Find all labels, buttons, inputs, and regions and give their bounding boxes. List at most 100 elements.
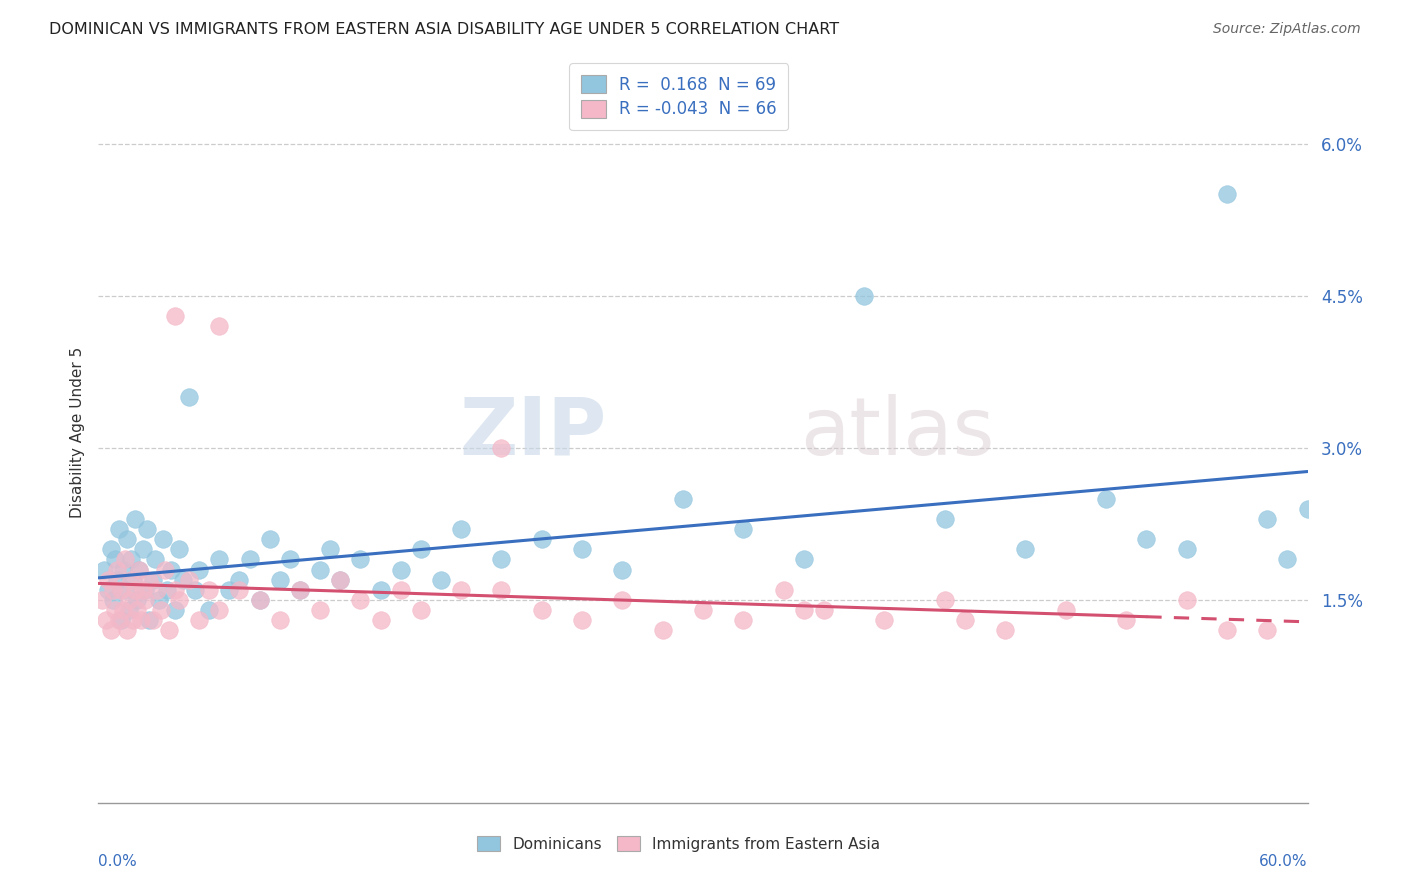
Point <box>692 603 714 617</box>
Point <box>450 582 472 597</box>
Point <box>1256 624 1278 638</box>
Point <box>132 542 155 557</box>
Point <box>571 613 593 627</box>
Point <box>793 552 815 566</box>
Point <box>733 522 755 536</box>
Point <box>153 562 176 576</box>
Point <box>142 613 165 627</box>
Point <box>129 613 152 627</box>
Point <box>105 562 128 576</box>
Point <box>125 603 148 617</box>
Point <box>530 603 553 617</box>
Point <box>100 542 122 557</box>
Point <box>208 552 231 566</box>
Point <box>1054 603 1077 617</box>
Point <box>97 582 120 597</box>
Point <box>103 603 125 617</box>
Point <box>118 603 141 617</box>
Point <box>115 624 138 638</box>
Point <box>198 582 221 597</box>
Point <box>128 562 150 576</box>
Point <box>163 582 186 597</box>
Text: 60.0%: 60.0% <box>1260 854 1308 869</box>
Point <box>110 582 132 597</box>
Point <box>288 582 311 597</box>
Point <box>1277 552 1299 566</box>
Point <box>259 532 281 546</box>
Point <box>934 593 956 607</box>
Point <box>239 552 262 566</box>
Point <box>228 573 250 587</box>
Point <box>156 582 179 597</box>
Point <box>793 603 815 617</box>
Point <box>107 613 129 627</box>
Point <box>103 552 125 566</box>
Point <box>167 593 190 607</box>
Point <box>1216 187 1239 202</box>
Point <box>114 582 136 597</box>
Point <box>1296 501 1319 516</box>
Point <box>128 562 150 576</box>
Point <box>571 542 593 557</box>
Point <box>309 603 332 617</box>
Point <box>329 573 352 587</box>
Point <box>198 603 221 617</box>
Point <box>179 573 201 587</box>
Point <box>1256 512 1278 526</box>
Point <box>349 552 371 566</box>
Point <box>934 512 956 526</box>
Point <box>389 562 412 576</box>
Point <box>120 573 142 587</box>
Point <box>249 593 271 607</box>
Point <box>134 582 156 597</box>
Point <box>110 613 132 627</box>
Point <box>163 603 186 617</box>
Point <box>149 603 172 617</box>
Point <box>612 562 634 576</box>
Point <box>1135 532 1157 546</box>
Point <box>370 613 392 627</box>
Point <box>146 582 169 597</box>
Point <box>134 593 156 607</box>
Point <box>160 562 183 576</box>
Point <box>309 562 332 576</box>
Point <box>1175 542 1198 557</box>
Point <box>409 603 432 617</box>
Point <box>733 613 755 627</box>
Point <box>105 573 128 587</box>
Point <box>612 593 634 607</box>
Point <box>188 613 211 627</box>
Point <box>1115 613 1137 627</box>
Point <box>179 390 201 404</box>
Point <box>143 552 166 566</box>
Text: 0.0%: 0.0% <box>98 854 138 869</box>
Point <box>163 309 186 323</box>
Point <box>813 603 835 617</box>
Point <box>349 593 371 607</box>
Point <box>530 532 553 546</box>
Point <box>409 542 432 557</box>
Point <box>118 593 141 607</box>
Point <box>120 552 142 566</box>
Point <box>953 613 976 627</box>
Point <box>772 582 794 597</box>
Point <box>228 582 250 597</box>
Point <box>389 582 412 597</box>
Point <box>121 613 143 627</box>
Point <box>101 582 124 597</box>
Point <box>430 573 453 587</box>
Point <box>269 613 291 627</box>
Point <box>450 522 472 536</box>
Point <box>96 613 118 627</box>
Point <box>138 613 160 627</box>
Point <box>97 573 120 587</box>
Point <box>491 441 513 455</box>
Point <box>370 582 392 597</box>
Point <box>138 573 160 587</box>
Point <box>111 562 134 576</box>
Point <box>172 573 194 587</box>
Point <box>288 582 311 597</box>
Text: Source: ZipAtlas.com: Source: ZipAtlas.com <box>1213 22 1361 37</box>
Point <box>672 491 695 506</box>
Point <box>208 319 231 334</box>
